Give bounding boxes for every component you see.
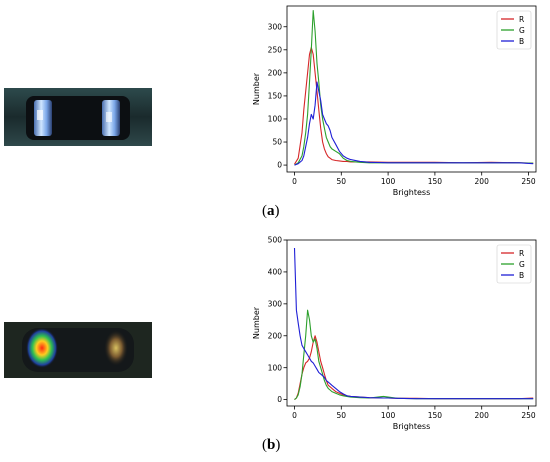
chart-a-x-tick-label: 0 [292, 177, 297, 186]
chart-b-legend-label-b: B [519, 271, 524, 280]
panel-label-a: (a) [262, 203, 280, 219]
chart-a-y-tick-label: 50 [272, 138, 282, 147]
chart-b-x-tick-label: 150 [428, 411, 443, 420]
chart-b-y-axis-label: Number [252, 306, 261, 339]
chart-b-legend-label-g: G [519, 260, 525, 269]
chart-a-legend-label-r: R [519, 15, 524, 24]
chart-a-x-tick-label: 200 [475, 177, 490, 186]
chart-a-y-tick-label: 250 [268, 45, 283, 54]
chart-a-x-tick-label: 250 [521, 177, 536, 186]
chart-b-x-tick-label: 200 [475, 411, 490, 420]
chart-a-y-axis-label: Number [252, 72, 261, 105]
chart-b-x-axis-label: Brightess [393, 422, 431, 431]
chart-b-x-tick-label: 100 [381, 411, 396, 420]
chart-b-series-b-line [293, 247, 534, 400]
chart-b-x-tick-label: 250 [521, 411, 536, 420]
panel-label-b: (b) [262, 437, 281, 453]
chart-a-legend-label-b: B [519, 37, 524, 46]
chart-a-x-axis-label: Brightess [393, 188, 431, 197]
chart-b-y-tick-label: 500 [268, 236, 283, 245]
chart-a-x-tick-label: 50 [337, 177, 347, 186]
chart-a-y-tick-label: 300 [268, 22, 283, 31]
chart-b-x-tick-label: 50 [337, 411, 347, 420]
chart-a-y-tick-label: 0 [277, 161, 282, 170]
chart-b-legend-label-r: R [519, 249, 524, 258]
chart-b-y-tick-label: 0 [277, 395, 282, 404]
thumbnail-b-image [4, 322, 152, 378]
chart-b-y-tick-label: 300 [268, 299, 283, 308]
chart-b-plot-frame [286, 239, 537, 407]
chart-a-series-b-line [294, 81, 534, 166]
chart-b-x-tick-label: 0 [292, 411, 297, 420]
thumbnail-a-image [4, 88, 152, 146]
chart-a-plot-frame [286, 5, 537, 173]
chart-a-legend-label-g: G [519, 26, 525, 35]
chart-a-x-tick-label: 100 [381, 177, 396, 186]
chart-a-y-tick-label: 100 [268, 115, 283, 124]
chart-b-y-tick-label: 100 [268, 363, 283, 372]
chart-b-y-tick-label: 400 [268, 268, 283, 277]
chart-a-y-tick-label: 150 [268, 92, 283, 101]
chart-a-y-tick-label: 200 [268, 68, 283, 77]
chart-b-y-tick-label: 200 [268, 331, 283, 340]
chart-a-x-tick-label: 150 [428, 177, 443, 186]
